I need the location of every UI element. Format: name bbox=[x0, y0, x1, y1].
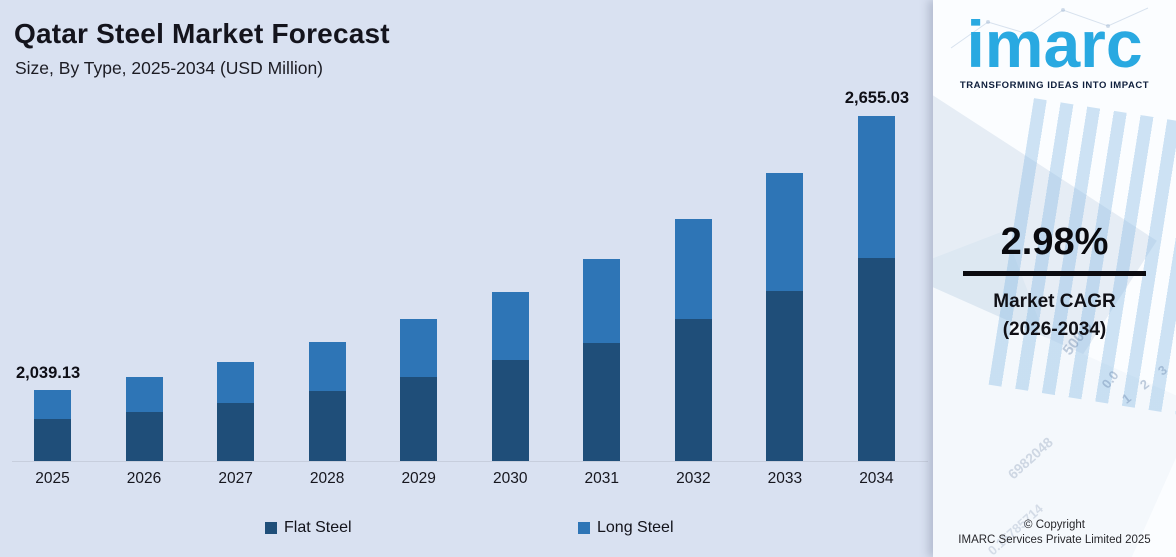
bar-segment-long-2025 bbox=[34, 390, 71, 420]
bar-segment-flat-2033 bbox=[766, 291, 804, 461]
x-tick-2033: 2033 bbox=[767, 470, 803, 487]
bar-segment-long-2031 bbox=[583, 258, 621, 343]
legend-item-long-steel: Long Steel bbox=[578, 519, 674, 537]
bar-segment-long-2029 bbox=[400, 319, 438, 378]
bar-segment-flat-2034 bbox=[857, 258, 895, 461]
legend-label-flat-steel: Flat Steel bbox=[284, 519, 352, 536]
cagr-label: Market CAGR bbox=[993, 291, 1116, 312]
legend-item-flat-steel: Flat Steel bbox=[265, 519, 352, 537]
bar-segment-flat-2026 bbox=[125, 412, 163, 461]
x-tick-2028: 2028 bbox=[309, 470, 345, 487]
cagr-divider bbox=[963, 271, 1146, 276]
cagr-period: (2026-2034) bbox=[1002, 319, 1107, 340]
bar-segment-flat-2025 bbox=[34, 419, 71, 461]
bar-segment-long-2028 bbox=[308, 342, 346, 392]
x-axis-line bbox=[12, 461, 928, 462]
x-tick-2029: 2029 bbox=[401, 470, 436, 487]
bar-segment-flat-2028 bbox=[308, 391, 346, 461]
x-tick-2034: 2034 bbox=[859, 470, 894, 487]
copyright: © Copyright IMARC Services Private Limit… bbox=[933, 518, 1176, 548]
imarc-tagline: TRANSFORMING IDEAS INTO IMPACT bbox=[959, 80, 1150, 91]
legend-label-long-steel: Long Steel bbox=[597, 519, 674, 536]
bar-segment-flat-2032 bbox=[674, 319, 712, 461]
x-tick-2025: 2025 bbox=[35, 470, 70, 487]
bar-segment-long-2026 bbox=[125, 377, 163, 412]
bar-segment-long-2032 bbox=[674, 218, 712, 319]
copyright-line2: IMARC Services Private Limited 2025 bbox=[958, 534, 1151, 546]
data-label-first-bar: 2,039.13 bbox=[16, 364, 81, 382]
x-tick-2031: 2031 bbox=[584, 470, 620, 487]
imarc-logo-wordmark: imarc bbox=[966, 7, 1143, 81]
chart-area: Qatar Steel Market Forecast Size, By Typ… bbox=[0, 18, 933, 549]
bar-segment-flat-2027 bbox=[217, 403, 255, 461]
x-tick-2032: 2032 bbox=[676, 470, 711, 487]
bar-segment-long-2034 bbox=[857, 116, 895, 258]
cagr-block: 2.98% Market CAGR (2026-2034) bbox=[933, 221, 1176, 344]
data-label-last-bar: 2,655.03 bbox=[844, 89, 910, 107]
bar-segment-long-2027 bbox=[217, 362, 255, 404]
copyright-line1: © Copyright bbox=[1024, 519, 1085, 531]
legend-swatch-long-steel bbox=[578, 522, 590, 534]
constellation-pattern-icon bbox=[950, 7, 1149, 49]
page-title: Qatar Steel Market Forecast bbox=[14, 18, 390, 49]
brand-panel: 500.0 0.0 1 2 3 4 6982048 0.15785714 ima… bbox=[933, 0, 1176, 557]
x-tick-2027: 2027 bbox=[218, 470, 253, 487]
plot-area: 2,039.13 2,655.03 2025 2026 2027 2028 2029 20… bbox=[12, 89, 928, 487]
bar-segment-flat-2031 bbox=[583, 343, 621, 461]
bar-segment-long-2030 bbox=[491, 292, 529, 361]
bar-segment-flat-2030 bbox=[491, 360, 529, 461]
legend: Flat Steel Long Steel bbox=[0, 519, 933, 549]
bar-segment-flat-2029 bbox=[400, 377, 438, 461]
x-tick-2030: 2030 bbox=[493, 470, 528, 487]
chart-subtitle: Size, By Type, 2025-2034 (USD Million) bbox=[15, 58, 324, 78]
bar-segment-long-2033 bbox=[766, 173, 804, 291]
imarc-logo: imarc TRANSFORMING IDEAS INTO IMPACT bbox=[933, 0, 1176, 91]
x-tick-2026: 2026 bbox=[126, 470, 162, 487]
legend-swatch-flat-steel bbox=[265, 522, 277, 534]
cagr-value: 2.98% bbox=[1000, 221, 1109, 263]
